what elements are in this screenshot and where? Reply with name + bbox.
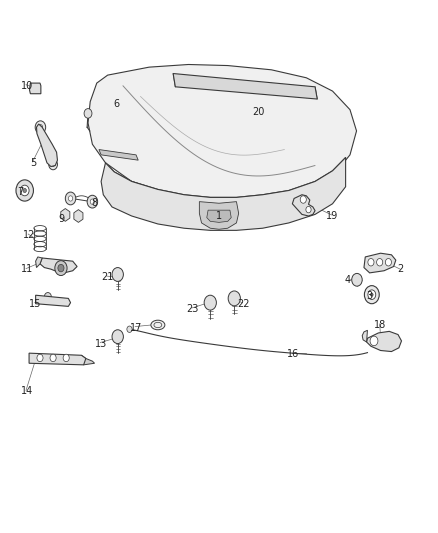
Circle shape [300,196,306,203]
Polygon shape [364,253,396,273]
Text: 19: 19 [326,211,339,221]
Polygon shape [199,201,239,229]
Circle shape [33,85,38,92]
Circle shape [352,273,362,286]
Polygon shape [61,208,70,221]
Text: 22: 22 [237,298,249,309]
Text: 9: 9 [59,214,65,224]
Circle shape [44,293,51,301]
Circle shape [23,188,26,192]
Circle shape [35,121,46,134]
Text: 23: 23 [187,304,199,314]
Circle shape [20,185,29,196]
Polygon shape [81,356,95,365]
Circle shape [84,109,92,118]
Circle shape [204,295,216,310]
Circle shape [49,159,57,169]
Polygon shape [99,150,138,160]
Polygon shape [173,74,317,99]
Circle shape [112,268,124,281]
Text: 1: 1 [216,211,222,221]
Circle shape [16,180,33,201]
Text: 16: 16 [287,349,299,359]
Polygon shape [88,64,357,200]
Text: 3: 3 [367,290,373,301]
Text: 13: 13 [95,338,107,349]
Polygon shape [367,332,402,352]
Polygon shape [35,257,42,268]
Polygon shape [207,210,231,222]
Text: 12: 12 [23,230,35,240]
Circle shape [364,286,379,304]
Circle shape [51,163,55,166]
Circle shape [368,290,376,300]
Polygon shape [35,295,71,306]
Polygon shape [36,124,57,166]
Circle shape [63,354,69,362]
Polygon shape [292,195,315,216]
Circle shape [385,259,392,266]
Polygon shape [29,83,41,94]
Circle shape [370,336,378,346]
Text: 14: 14 [21,386,33,397]
Text: 6: 6 [113,99,120,109]
Text: 20: 20 [252,107,265,117]
Text: 4: 4 [345,275,351,285]
Circle shape [55,261,67,276]
Circle shape [65,192,76,205]
Circle shape [306,206,311,213]
Polygon shape [101,158,346,230]
Text: 5: 5 [30,158,36,168]
Circle shape [58,264,64,272]
Circle shape [90,199,95,204]
Polygon shape [74,209,83,222]
Circle shape [87,195,98,208]
Ellipse shape [151,320,165,330]
Circle shape [371,293,373,296]
Text: 7: 7 [17,187,24,197]
Text: 11: 11 [21,264,33,274]
Circle shape [368,259,374,266]
Text: 18: 18 [374,320,387,330]
Circle shape [37,354,43,362]
Polygon shape [29,353,86,365]
Polygon shape [40,258,77,273]
Text: 21: 21 [102,272,114,282]
Circle shape [377,259,383,266]
Circle shape [127,326,132,333]
Text: 15: 15 [29,298,42,309]
Circle shape [50,354,56,362]
Circle shape [228,291,240,306]
Polygon shape [362,330,367,342]
Text: 2: 2 [397,264,403,274]
Circle shape [38,125,42,130]
Text: 8: 8 [92,198,98,208]
Circle shape [112,330,124,344]
Text: 10: 10 [21,81,33,91]
Circle shape [68,196,73,201]
Text: 17: 17 [130,322,142,333]
